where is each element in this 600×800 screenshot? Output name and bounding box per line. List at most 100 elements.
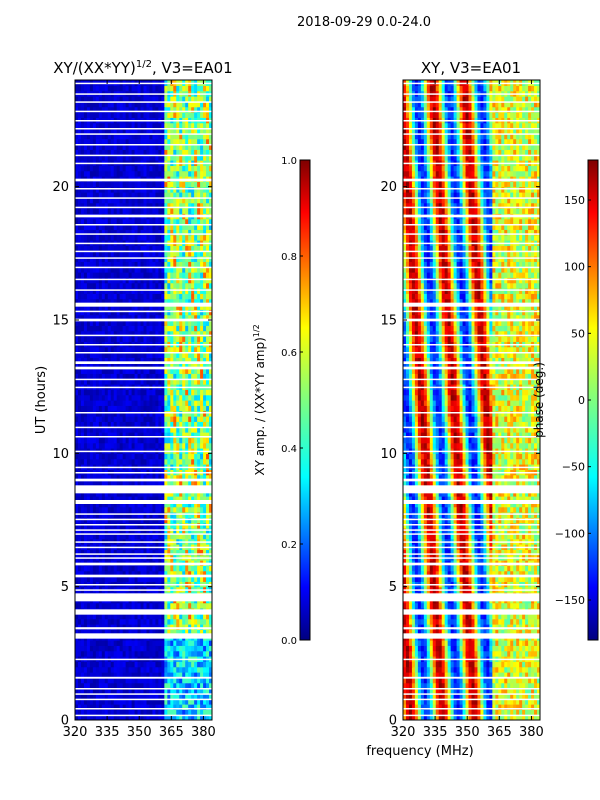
- heatmap-cell: [158, 389, 162, 396]
- heatmap-cell: [89, 666, 94, 673]
- heatmap-cell: [194, 186, 198, 193]
- heatmap-cell: [83, 517, 88, 524]
- heatmap-cell: [83, 618, 88, 625]
- heatmap-cell: [110, 576, 115, 582]
- heatmap-cell: [161, 480, 165, 486]
- heatmap-cell: [167, 704, 171, 710]
- heatmap-cell: [146, 576, 151, 582]
- heatmap-cell: [179, 373, 183, 380]
- heatmap-cell: [80, 453, 85, 460]
- heatmap-cell: [167, 458, 171, 465]
- heatmap-cell: [104, 378, 109, 385]
- heatmap-cell: [140, 288, 145, 294]
- heatmap-cell: [188, 288, 192, 294]
- heatmap-cell: [92, 309, 97, 316]
- heatmap-cell: [206, 389, 210, 396]
- heatmap-cell: [119, 410, 124, 417]
- heatmap-cell: [149, 517, 154, 524]
- heatmap-cell: [194, 528, 198, 534]
- heatmap-cell: [131, 570, 136, 577]
- heatmap-cell: [149, 181, 154, 188]
- heatmap-cell: [182, 288, 186, 294]
- heatmap-cell: [158, 693, 162, 700]
- heatmap-cell: [89, 416, 94, 422]
- heatmap-cell: [137, 250, 142, 257]
- heatmap-cell: [107, 645, 112, 652]
- heatmap-cell: [191, 256, 195, 262]
- heatmap-cell: [167, 394, 171, 401]
- heatmap-cell: [122, 154, 127, 161]
- heatmap-cell: [143, 336, 148, 342]
- heatmap-cell: [170, 266, 174, 273]
- heatmap-cell: [89, 373, 94, 380]
- heatmap-cell: [131, 298, 136, 305]
- heatmap-cell: [107, 517, 112, 524]
- heatmap-cell: [137, 149, 142, 156]
- heatmap-cell: [152, 629, 157, 636]
- heatmap-cell: [122, 368, 127, 374]
- heatmap-cell: [188, 320, 192, 326]
- heatmap-cell: [92, 704, 97, 710]
- heatmap-cell: [113, 320, 118, 326]
- heatmap-cell: [164, 672, 168, 678]
- heatmap-cell: [167, 576, 171, 582]
- heatmap-cell: [203, 576, 207, 582]
- heatmap-cell: [119, 704, 124, 710]
- heatmap-cell: [188, 256, 192, 262]
- heatmap-cell: [176, 272, 180, 278]
- heatmap-cell: [110, 309, 115, 316]
- heatmap-cell: [92, 618, 97, 625]
- heatmap-cell: [146, 325, 151, 332]
- heatmap-cell: [80, 304, 85, 310]
- heatmap-cell: [92, 208, 97, 214]
- heatmap-cell: [185, 618, 189, 625]
- heatmap-cell: [194, 154, 198, 161]
- heatmap-cell: [191, 144, 195, 150]
- heatmap-cell: [158, 528, 162, 534]
- heatmap-cell: [119, 138, 124, 145]
- heatmap-cell: [173, 437, 177, 444]
- heatmap-cell: [206, 197, 210, 204]
- heatmap-cell: [194, 645, 198, 652]
- heatmap-cell: [137, 528, 142, 534]
- heatmap-cell: [77, 458, 82, 465]
- heatmap-cell: [128, 453, 133, 460]
- heatmap-cell: [122, 357, 127, 364]
- heatmap-cell: [110, 501, 115, 508]
- heatmap-cell: [134, 442, 139, 449]
- heatmap-cell: [158, 325, 162, 332]
- heatmap-cell: [125, 378, 130, 385]
- heatmap-cell: [113, 693, 118, 700]
- heatmap-cell: [203, 613, 207, 620]
- heatmap-cell: [179, 458, 183, 465]
- heatmap-cell: [131, 709, 136, 716]
- heatmap-cell: [146, 304, 151, 310]
- heatmap-cell: [131, 314, 136, 321]
- heatmap-cell: [89, 298, 94, 305]
- heatmap-cell: [83, 400, 88, 406]
- heatmap-cell: [155, 309, 159, 316]
- heatmap-cell: [137, 416, 142, 422]
- heatmap-cell: [92, 149, 97, 156]
- heatmap-cell: [86, 309, 91, 316]
- heatmap-cell: [158, 506, 162, 513]
- heatmap-cell: [104, 501, 109, 508]
- heatmap-cell: [98, 496, 103, 502]
- heatmap-cell: [155, 325, 159, 332]
- heatmap-cell: [134, 522, 139, 529]
- heatmap-cell: [131, 501, 136, 508]
- heatmap-cell: [155, 165, 159, 172]
- heatmap-cell: [152, 170, 157, 177]
- heatmap-cell: [185, 704, 189, 710]
- heatmap-cell: [128, 309, 133, 316]
- heatmap-cell: [209, 224, 212, 230]
- heatmap-cell: [167, 405, 171, 412]
- heatmap-cell: [137, 442, 142, 449]
- heatmap-cell: [188, 437, 192, 444]
- heatmap-cell: [170, 613, 174, 620]
- heatmap-cell: [170, 677, 174, 684]
- heatmap-cell: [209, 389, 212, 396]
- heatmap-cell: [89, 394, 94, 401]
- heatmap-cell: [167, 234, 171, 241]
- heatmap-cell: [128, 405, 133, 412]
